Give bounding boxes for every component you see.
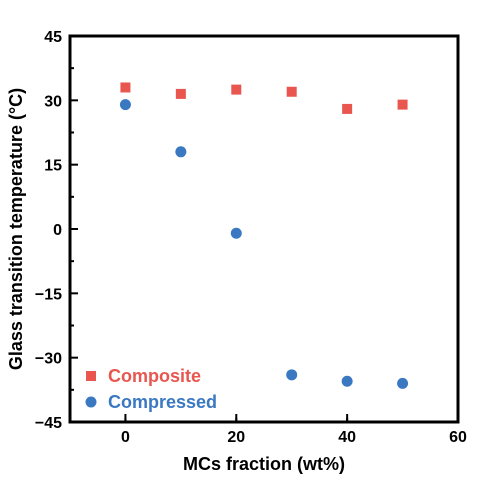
legend-label-composite: Composite	[108, 366, 201, 386]
y-tick-label: 15	[44, 158, 62, 175]
compressed-point	[286, 369, 298, 381]
x-tick-label: 60	[449, 429, 467, 446]
x-tick-label: 0	[121, 429, 130, 446]
legend-label-compressed: Compressed	[108, 392, 217, 412]
y-tick-label: −15	[35, 286, 62, 303]
legend-marker-composite	[86, 371, 96, 381]
composite-point	[286, 86, 297, 97]
composite-point	[342, 103, 353, 114]
composite-point	[175, 88, 186, 99]
axis-ticks	[70, 35, 459, 423]
compressed-point	[119, 99, 131, 111]
compressed-point	[341, 375, 353, 387]
compressed-point	[230, 227, 242, 239]
plot-frame	[68, 34, 460, 424]
y-tick-label: 0	[53, 222, 62, 239]
composite-point	[397, 99, 408, 110]
compressed-point	[175, 146, 187, 158]
legend: Composite Compressed	[85, 366, 217, 412]
compressed-point	[397, 377, 409, 389]
y-tick-label: −45	[35, 415, 62, 432]
x-tick-label: 40	[338, 429, 356, 446]
composite-point	[231, 84, 242, 95]
y-axis-title: Glass transition temperature (°C)	[6, 88, 26, 370]
composite-point	[120, 82, 131, 93]
y-tick-label: −30	[35, 351, 62, 368]
legend-marker-compressed	[85, 396, 97, 408]
y-tick-label: 30	[44, 93, 62, 110]
plot-area: 0 20 40 60 −45 −30 −15 0 15 30 45	[35, 29, 467, 446]
y-tick-label: 45	[44, 29, 62, 46]
tick-labels: 0 20 40 60 −45 −30 −15 0 15 30 45	[35, 29, 467, 446]
data-markers	[119, 82, 409, 389]
x-tick-label: 20	[227, 429, 245, 446]
x-axis-title: MCs fraction (wt%)	[183, 454, 345, 474]
